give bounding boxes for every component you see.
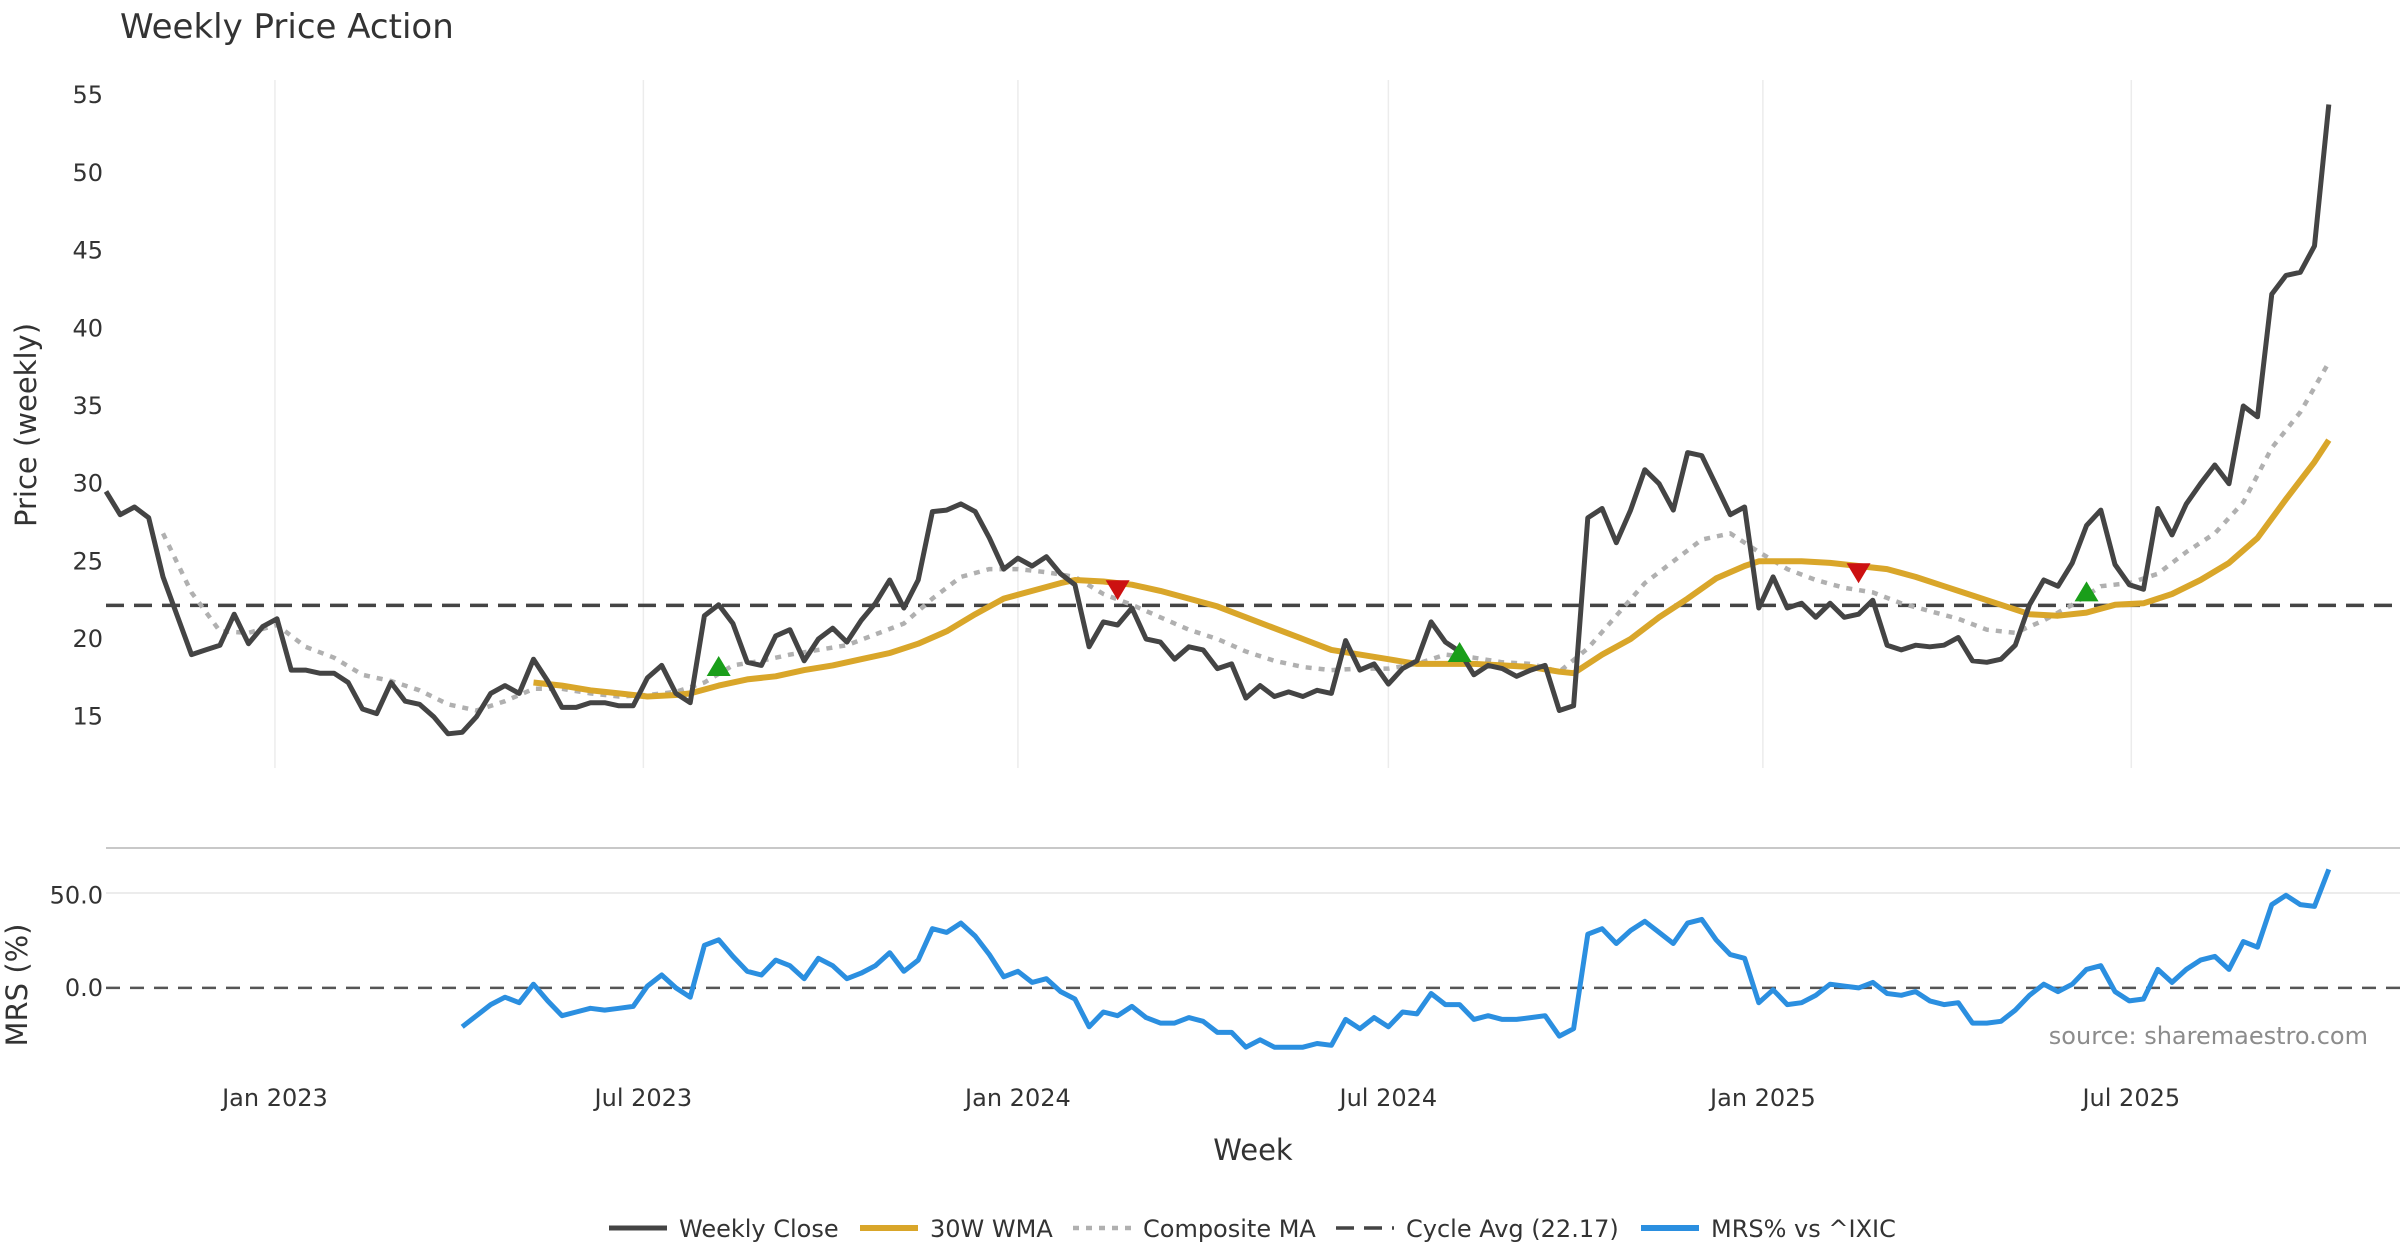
mrs-y-tick-label: 0.0 <box>65 974 103 1002</box>
chart-title: Weekly Price Action <box>120 7 454 47</box>
x-axis-ticks: Jan 2023 Jul 2023 Jan 2024 Jul 2024 Jan 2025… <box>220 1084 2180 1112</box>
mrs-y-ticks: 0.0 50.0 <box>50 881 103 1002</box>
price-y-tick-label: 15 <box>72 703 103 731</box>
price-y-tick-label: 30 <box>72 470 103 498</box>
price-gridlines <box>274 80 2133 768</box>
price-panel: 15 20 25 30 35 40 45 50 55 Price (weekly) <box>9 80 2400 768</box>
legend-cycle-label: Cycle Avg (22.17) <box>1406 1215 1619 1243</box>
x-tick-label: Jan 2024 <box>963 1084 1071 1112</box>
price-y-tick-label: 25 <box>72 547 103 575</box>
sell-signal-marker <box>1846 563 1871 584</box>
wma-30w-line <box>533 438 2332 700</box>
price-y-tick-label: 35 <box>72 392 103 420</box>
legend-wma-label: 30W WMA <box>930 1215 1053 1243</box>
legend-composite-label: Composite MA <box>1143 1215 1316 1243</box>
weekly-close-line <box>103 104 2332 737</box>
x-tick-label: Jul 2023 <box>593 1084 693 1112</box>
price-y-tick-label: 55 <box>72 81 103 109</box>
signal-markers <box>706 563 2099 677</box>
buy-signal-marker <box>2074 581 2099 602</box>
x-tick-label: Jan 2023 <box>220 1084 328 1112</box>
price-y-ticks: 15 20 25 30 35 40 45 50 55 <box>72 81 103 731</box>
mrs-line <box>460 868 2332 1050</box>
x-axis-label: Week <box>1213 1133 1293 1167</box>
legend-mrs-label: MRS% vs ^IXIC <box>1711 1215 1896 1243</box>
mrs-y-tick-label: 50.0 <box>50 881 103 909</box>
x-tick-label: Jan 2025 <box>1708 1084 1816 1112</box>
sell-signal-marker <box>1105 580 1130 601</box>
x-tick-label: Jul 2025 <box>2080 1084 2180 1112</box>
price-y-tick-label: 40 <box>72 314 103 342</box>
buy-signal-marker <box>706 656 731 677</box>
price-y-tick-label: 45 <box>72 237 103 265</box>
price-y-tick-label: 50 <box>72 159 103 187</box>
composite-ma-line <box>160 361 2331 713</box>
legend: Weekly Close 30W WMA Composite MA Cycle … <box>609 1215 1896 1243</box>
mrs-panel: 0.0 50.0 MRS (%) source: sharemaestro.com <box>0 868 2400 1050</box>
source-annotation: source: sharemaestro.com <box>2049 1022 2368 1050</box>
x-tick-label: Jul 2024 <box>1338 1084 1438 1112</box>
price-y-tick-label: 20 <box>72 625 103 653</box>
buy-signal-marker <box>1447 642 1472 663</box>
legend-close-label: Weekly Close <box>679 1215 839 1243</box>
price-y-axis-label: Price (weekly) <box>9 323 43 527</box>
mrs-y-axis-label: MRS (%) <box>0 924 34 1047</box>
